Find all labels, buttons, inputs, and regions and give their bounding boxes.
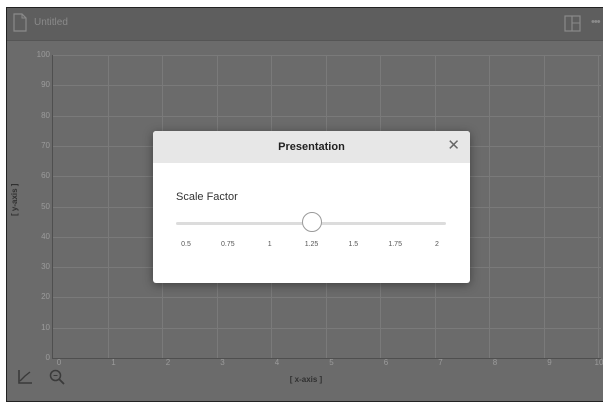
zoom-icon[interactable] <box>49 369 65 385</box>
x-tick-label: 10 <box>594 358 603 367</box>
y-tick-label: 70 <box>41 140 50 150</box>
document-title[interactable]: Untitled <box>34 17 68 28</box>
scale-slider-thumb[interactable] <box>301 212 322 232</box>
panel-toggle-icon[interactable] <box>564 15 581 32</box>
top-bar: Untitled ••• <box>7 8 603 41</box>
x-tick-label: 8 <box>492 358 498 367</box>
x-tick-label: 4 <box>274 358 280 367</box>
x-tick-label: 5 <box>329 358 334 367</box>
x-tick-label: 3 <box>220 358 225 367</box>
grid-line-horizontal <box>53 327 601 329</box>
document-icon[interactable] <box>13 13 27 32</box>
y-axis-label: [ y-axis ] <box>10 183 19 216</box>
x-tick-label: 2 <box>165 358 171 367</box>
x-tick-label: 7 <box>438 358 443 367</box>
x-tick-label: 9 <box>547 358 552 367</box>
y-tick-label: 80 <box>41 110 50 120</box>
dialog-header: Presentation ✕ <box>153 131 470 163</box>
scale-factor-label: Scale Factor <box>176 191 238 203</box>
y-tick-label: 50 <box>41 201 50 211</box>
grid-line-horizontal <box>53 115 601 117</box>
y-tick-label: 10 <box>41 322 50 332</box>
close-icon[interactable]: ✕ <box>447 137 460 154</box>
slider-tick-label: 0.75 <box>221 241 235 248</box>
more-icon[interactable]: ••• <box>591 16 601 28</box>
app-frame: Untitled ••• <box>6 7 603 402</box>
y-tick-label: 100 <box>36 50 50 59</box>
grid-line-horizontal <box>53 55 601 56</box>
chart-icon[interactable] <box>17 369 33 385</box>
y-tick-label: 0 <box>45 353 50 362</box>
x-axis-label: [ x-axis ] <box>289 375 323 384</box>
presentation-dialog: Presentation ✕ Scale Factor 0.5 0.75 1 1.25… <box>153 131 470 283</box>
y-tick-label: 90 <box>41 80 50 90</box>
x-tick-label: 0 <box>56 358 62 367</box>
slider-tick-label: 1.5 <box>348 241 359 248</box>
y-tick-label: 40 <box>41 231 50 241</box>
y-tick-label: 60 <box>41 171 50 181</box>
grid-line-horizontal <box>53 297 601 299</box>
slider-tick-label: 2 <box>435 241 439 248</box>
slider-tick-label: 1 <box>267 241 272 248</box>
slider-tick-label: 1.25 <box>304 241 319 248</box>
dialog-title: Presentation <box>278 141 345 153</box>
x-tick-label: 1 <box>111 358 116 367</box>
y-tick-label: 30 <box>41 262 50 272</box>
y-tick-label: 20 <box>41 292 50 302</box>
x-tick-label: 6 <box>383 358 389 367</box>
slider-tick-label: 1.75 <box>388 241 402 248</box>
slider-tick-label: 0.5 <box>181 241 191 248</box>
grid-line-horizontal <box>53 85 601 87</box>
